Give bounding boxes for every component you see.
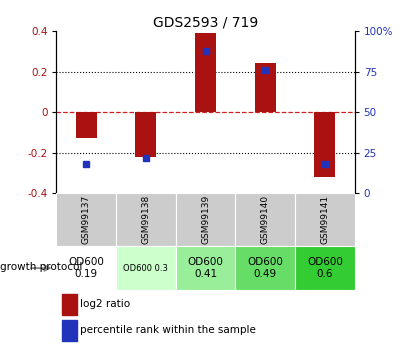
Bar (116, 246, 176, 290)
Text: OD600
0.49: OD600 0.49 (247, 257, 283, 279)
Bar (295, 246, 355, 290)
Bar (255, 63, 276, 112)
Text: GSM99140: GSM99140 (261, 195, 270, 244)
Bar (62, 294, 77, 315)
Bar (135, 112, 156, 157)
Text: growth protocol: growth protocol (0, 262, 82, 272)
Bar (76, 112, 97, 138)
Text: OD600
0.6: OD600 0.6 (307, 257, 343, 279)
Text: percentile rank within the sample: percentile rank within the sample (80, 325, 256, 335)
Text: OD600 0.3: OD600 0.3 (123, 264, 168, 273)
Text: GSM99137: GSM99137 (82, 195, 91, 244)
Bar (56, 246, 116, 290)
Bar (195, 33, 216, 112)
Bar (235, 246, 295, 290)
Text: GSM99139: GSM99139 (201, 195, 210, 244)
Text: log2 ratio: log2 ratio (80, 299, 131, 309)
Text: OD600
0.19: OD600 0.19 (68, 257, 104, 279)
Text: OD600
0.41: OD600 0.41 (187, 257, 224, 279)
Bar (235, 193, 295, 246)
Text: GSM99141: GSM99141 (320, 195, 329, 244)
Bar (176, 193, 235, 246)
Bar (62, 319, 77, 341)
Bar (56, 193, 116, 246)
Bar (176, 246, 235, 290)
Bar (314, 112, 335, 177)
Text: GSM99138: GSM99138 (141, 195, 150, 244)
Bar (116, 193, 176, 246)
Bar (295, 193, 355, 246)
Title: GDS2593 / 719: GDS2593 / 719 (153, 16, 258, 30)
